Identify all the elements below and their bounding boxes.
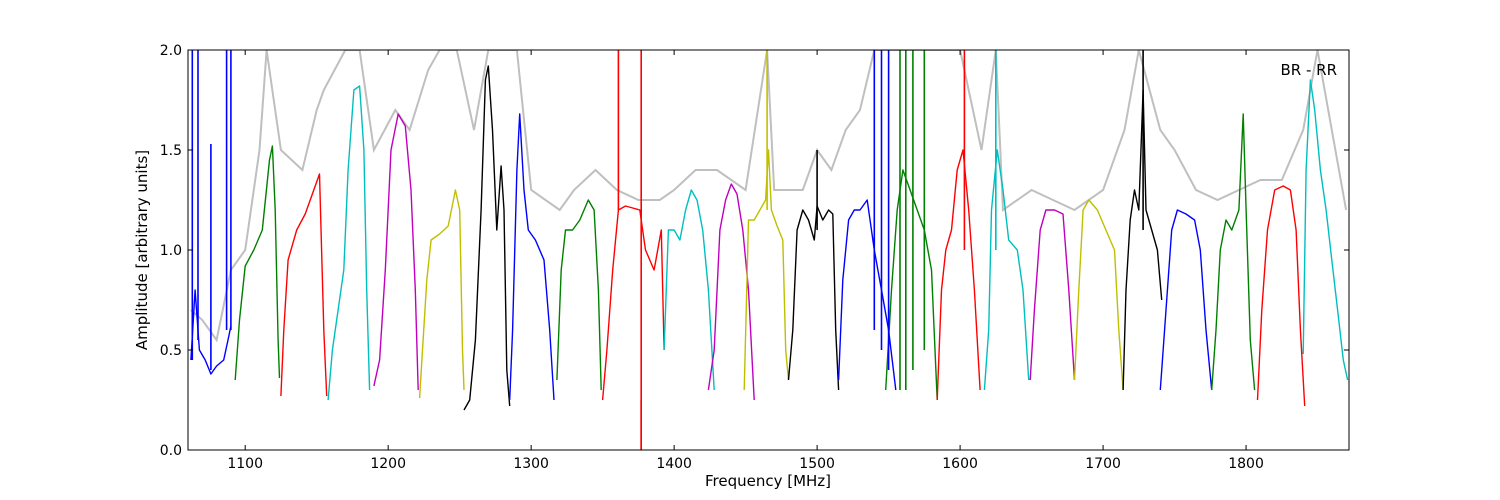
series-line-14 — [787, 205, 840, 391]
series-line-11 — [663, 189, 715, 391]
series-line-9 — [556, 199, 602, 391]
series-line-13 — [743, 149, 790, 391]
series-line-15 — [837, 199, 897, 391]
x-axis-label: Frequency [MHz] — [705, 472, 831, 490]
series-line-1 — [190, 289, 232, 375]
series-line-23 — [1211, 113, 1256, 391]
x-tick-label: 1200 — [370, 456, 406, 472]
series-line-17 — [936, 149, 981, 401]
chart-annotation: BR - RR — [1280, 61, 1337, 79]
x-tick-label: 1500 — [799, 456, 835, 472]
x-tick-label: 1100 — [227, 456, 263, 472]
series-line-2 — [234, 145, 281, 381]
x-tick-label: 1600 — [942, 456, 978, 472]
x-axis: 1100 1200 1300 1400 1500 1600 1700 1800 — [227, 50, 1264, 472]
series-line-3 — [280, 173, 328, 397]
plot-area — [190, 50, 1349, 450]
series-line-22 — [1159, 209, 1213, 391]
series-line-6 — [418, 189, 465, 399]
series-line-24 — [1256, 185, 1306, 407]
series-line-7 — [463, 65, 511, 411]
y-tick-label: 1.5 — [160, 143, 182, 159]
y-tick-label: 0.0 — [160, 443, 182, 459]
series-line-16 — [885, 169, 938, 401]
y-axis: 0.0 0.5 1.0 1.5 2.0 — [160, 43, 1349, 459]
series-line-10 — [601, 205, 665, 401]
series-line-21 — [1122, 89, 1163, 391]
x-tick-label: 1700 — [1085, 456, 1121, 472]
series-line-18 — [983, 149, 1030, 391]
envelope-line — [190, 50, 1348, 343]
y-tick-label: 0.5 — [160, 343, 182, 359]
x-tick-label: 1300 — [513, 456, 549, 472]
series-line-19 — [1029, 209, 1076, 381]
series-line-8 — [509, 113, 555, 401]
series-line-20 — [1073, 199, 1124, 391]
x-tick-label: 1400 — [656, 456, 692, 472]
series-line-4 — [327, 85, 371, 401]
y-tick-label: 1.0 — [160, 243, 182, 259]
series-line-5 — [373, 113, 419, 391]
y-axis-label: Amplitude [arbitrary units] — [133, 150, 151, 350]
x-tick-label: 1800 — [1228, 456, 1264, 472]
series-line-25 — [1302, 79, 1349, 381]
y-tick-label: 2.0 — [160, 43, 182, 59]
